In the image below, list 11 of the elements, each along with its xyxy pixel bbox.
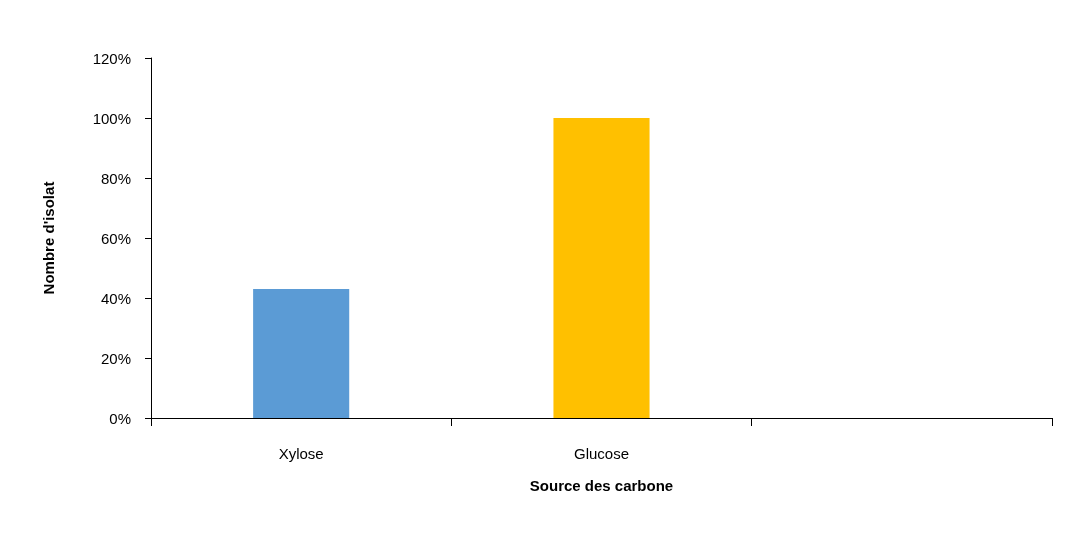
y-axis-title: Nombre d'isolat (40, 181, 57, 295)
x-axis-title: Source des carbone (529, 477, 674, 494)
x-tick-label: Xylose (278, 445, 324, 462)
y-tick-label: 20% (100, 349, 131, 367)
y-tick-label: 60% (100, 229, 131, 247)
y-tick-label: 120% (92, 49, 131, 67)
y-tick-label: 0% (109, 409, 131, 427)
y-tick-label: 40% (100, 289, 131, 307)
x-tick-label: Glucose (573, 445, 630, 462)
y-tick-label: 100% (92, 109, 131, 127)
y-tick-label: 80% (100, 169, 131, 187)
